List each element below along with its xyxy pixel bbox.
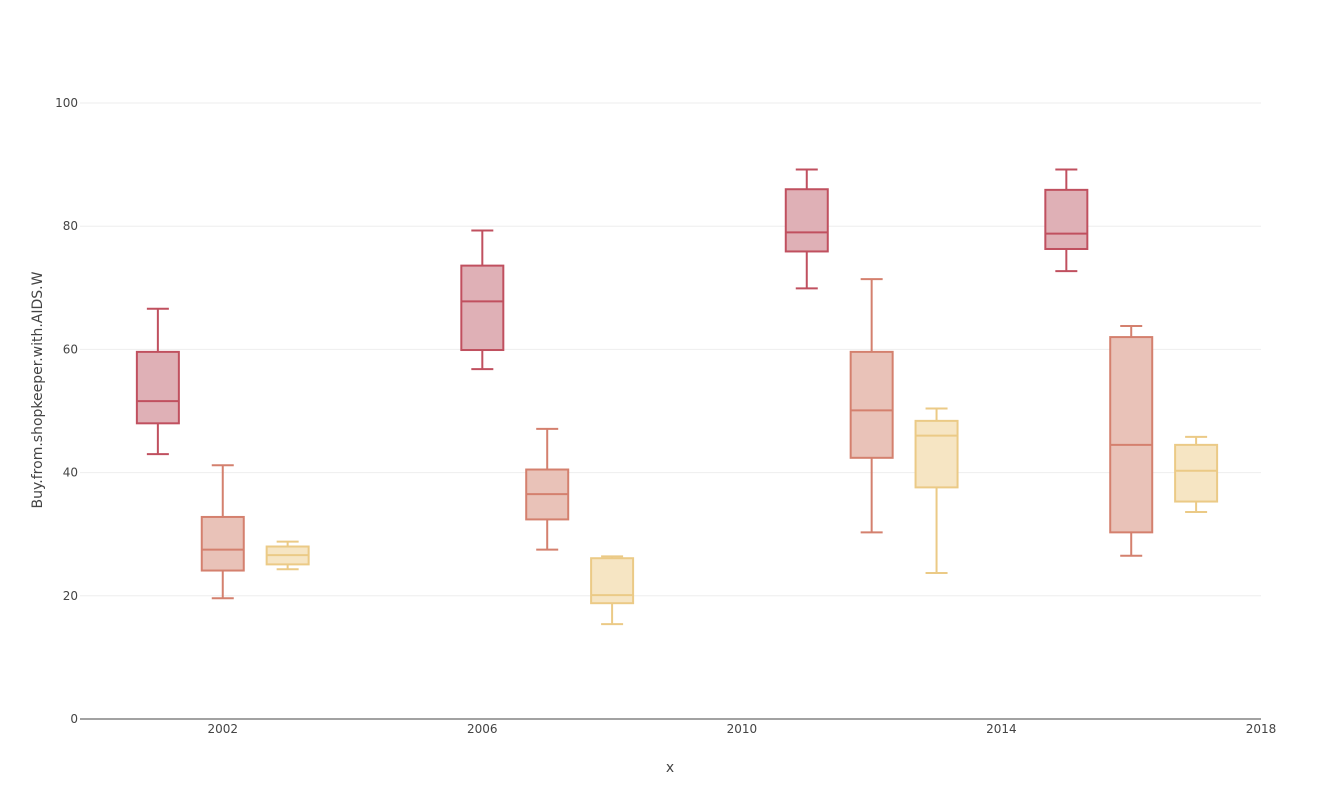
box: [914, 407, 959, 575]
box-body: [784, 188, 829, 253]
box: [525, 427, 570, 551]
x-tick-label: 2002: [207, 722, 238, 736]
box-body: [135, 350, 180, 425]
box-series-group: [135, 168, 1219, 626]
x-tick-label: 2006: [467, 722, 498, 736]
y-axis: 0 20 40 60 80 100: [55, 96, 78, 726]
gridlines: [80, 102, 1261, 597]
box-body: [914, 419, 959, 489]
box: [460, 229, 505, 371]
y-tick-label: 0: [70, 712, 78, 726]
y-tick-label: 80: [63, 219, 78, 233]
box-body: [200, 515, 245, 572]
box: [590, 555, 635, 626]
box: [265, 540, 310, 571]
y-tick-label: 40: [63, 466, 78, 480]
box: [1044, 168, 1089, 273]
box-body: [1109, 336, 1154, 534]
box-body: [1044, 188, 1089, 250]
y-tick-label: 20: [63, 589, 78, 603]
box-series-3: [265, 407, 1219, 626]
y-tick-label: 60: [63, 342, 78, 356]
x-tick-label: 2014: [986, 722, 1017, 736]
box-body: [849, 350, 894, 459]
y-axis-title: Buy.from.shopkeeper.with.AIDS.W: [30, 271, 46, 508]
x-axis: 2002 2006 2010 2014 2018: [80, 718, 1277, 736]
x-tick-label: 2010: [727, 722, 758, 736]
y-tick-label: 100: [55, 96, 78, 110]
box-body: [1174, 443, 1219, 503]
box: [784, 168, 829, 290]
box-series-1: [135, 168, 1089, 456]
box: [1174, 435, 1219, 514]
x-axis-title: x: [666, 760, 674, 776]
box: [135, 307, 180, 456]
x-tick-label: 2018: [1246, 722, 1277, 736]
box-series-2: [200, 278, 1154, 600]
box-body: [460, 264, 505, 352]
box-body: [590, 557, 635, 605]
box: [849, 278, 894, 534]
box: [1109, 324, 1154, 557]
box: [200, 464, 245, 600]
